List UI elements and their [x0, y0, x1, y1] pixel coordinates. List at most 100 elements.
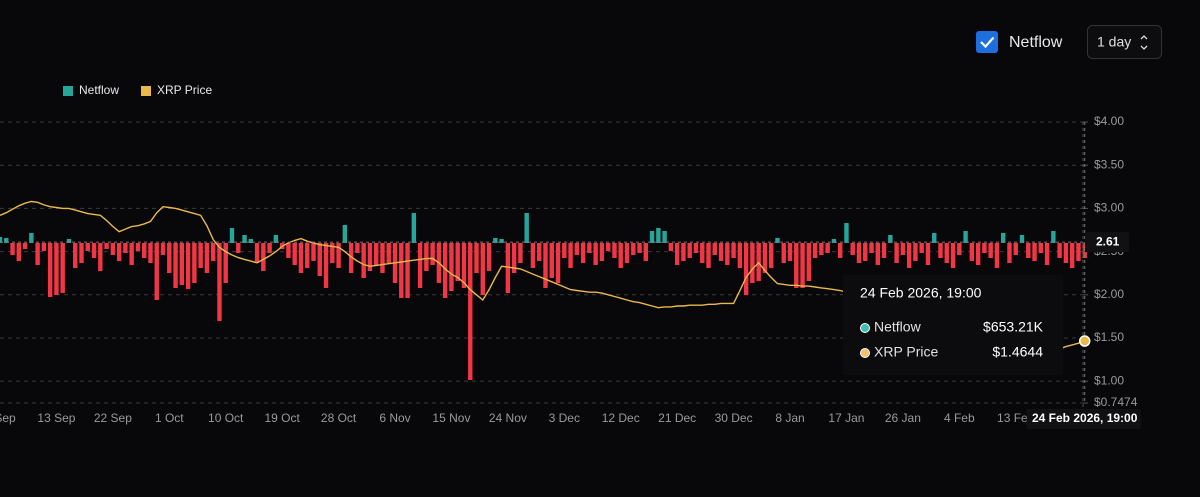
netflow-bar — [549, 243, 554, 278]
x-tick-label: 22 Sep — [94, 411, 132, 425]
netflow-bar — [336, 243, 341, 268]
netflow-bar — [4, 238, 9, 243]
netflow-bar — [142, 243, 147, 258]
netflow-bar — [424, 243, 429, 271]
netflow-bar — [706, 243, 711, 268]
netflow-bar — [367, 243, 373, 271]
netflow-bar — [518, 243, 523, 263]
y-tick-label: $3.50 — [1094, 157, 1124, 171]
x-tick-label: 17 Jan — [828, 411, 864, 425]
crosshair-x-box — [1026, 409, 1141, 429]
tooltip: 24 Feb 2026, 19:00 Netflow $653.21K XRP Pri… — [843, 275, 1091, 375]
netflow-bar — [856, 243, 862, 263]
netflow-bar — [430, 243, 435, 265]
netflow-bar — [511, 243, 517, 273]
netflow-bar — [643, 243, 649, 261]
netflow-bar — [913, 243, 918, 261]
x-tick-label: 26 Jan — [885, 411, 921, 425]
netflow-bar — [154, 243, 159, 300]
netflow-bar — [417, 243, 423, 288]
netflow-bar — [825, 243, 830, 253]
netflow-bar — [261, 243, 266, 271]
netflow-bar — [743, 243, 749, 295]
y-tick-label: $2.00 — [1094, 287, 1124, 301]
netflow-bar — [869, 243, 874, 253]
netflow-bar — [129, 243, 134, 265]
netflow-bar — [1026, 243, 1031, 258]
price-point — [1078, 335, 1091, 347]
netflow-bar — [298, 243, 304, 273]
y-tick-label: $1.50 — [1094, 330, 1124, 344]
netflow-bar — [618, 243, 623, 268]
netflow-bar — [1057, 243, 1062, 258]
netflow-bar — [693, 243, 699, 253]
netflow-bar — [1063, 243, 1069, 263]
crosshair-y-box — [1085, 232, 1129, 253]
netflow-bar — [668, 243, 674, 251]
netflow-bar — [530, 243, 536, 268]
netflow-bar — [574, 243, 580, 255]
netflow-bar — [455, 243, 460, 281]
legend-swatch — [141, 86, 151, 96]
netflow-bar — [311, 243, 316, 261]
netflow-bar — [700, 243, 705, 263]
x-tick-label: 12 Dec — [602, 411, 640, 425]
netflow-bar — [524, 213, 529, 243]
netflow-bar — [906, 243, 912, 268]
netflow-bar — [568, 243, 573, 268]
netflow-bar — [1038, 243, 1044, 253]
crosshair-y-label: 2.61 — [1096, 234, 1120, 248]
interval-select[interactable] — [1087, 25, 1162, 59]
checkbox[interactable] — [976, 31, 998, 53]
select-chevron — [1140, 35, 1148, 50]
netflow-bar — [449, 243, 454, 291]
x-tick-label: 4 Sep — [0, 411, 16, 425]
netflow-bar — [323, 243, 329, 288]
netflow-bar — [787, 243, 793, 261]
y-tick-label: $4.00 — [1094, 114, 1124, 128]
netflow-bar — [894, 243, 899, 263]
netflow-bar — [486, 243, 492, 271]
netflow-bar — [969, 243, 975, 261]
netflow-bar — [725, 243, 730, 265]
checkbox-label[interactable]: Netflow — [1009, 34, 1063, 51]
netflow-bar — [135, 243, 141, 251]
netflow-bar — [179, 243, 185, 285]
interval-label: 1 day — [1097, 34, 1131, 50]
x-tick-label: 13 Sep — [37, 411, 75, 425]
netflow-bar — [900, 243, 906, 255]
netflow-bar — [185, 243, 191, 289]
netflow-bar — [29, 233, 34, 243]
y-tick-label: $1.00 — [1094, 373, 1124, 387]
netflow-bar — [493, 238, 498, 243]
netflow-bar — [361, 243, 366, 278]
netflow-bar — [16, 243, 22, 261]
netflow-bar — [148, 243, 153, 263]
netflow-bar — [944, 243, 949, 263]
netflow-bar — [543, 243, 548, 288]
netflow-bar — [47, 243, 53, 297]
netflow-bar — [267, 243, 272, 253]
netflow-bar — [54, 243, 59, 295]
netflow-bar — [210, 243, 216, 261]
legend-label: Netflow — [79, 83, 119, 97]
netflow-bar — [750, 243, 755, 283]
tooltip-title: 24 Feb 2026, 19:00 — [860, 285, 982, 301]
netflow-bar — [712, 243, 717, 255]
netflow-bar — [73, 243, 78, 268]
netflow-bar — [98, 243, 103, 271]
netflow-bar — [932, 233, 937, 243]
netflow-bar — [1032, 243, 1037, 261]
netflow-bar — [831, 239, 837, 243]
netflow-bar — [380, 243, 385, 273]
netflow-bar — [116, 243, 122, 261]
netflow-bar — [248, 239, 253, 243]
netflow-bar — [348, 243, 354, 273]
netflow-bar — [204, 243, 210, 273]
netflow-bar — [769, 243, 774, 268]
netflow-bar — [737, 243, 743, 268]
netflow-bar — [587, 243, 592, 253]
y-tick-label: $0.7474 — [1094, 395, 1138, 409]
